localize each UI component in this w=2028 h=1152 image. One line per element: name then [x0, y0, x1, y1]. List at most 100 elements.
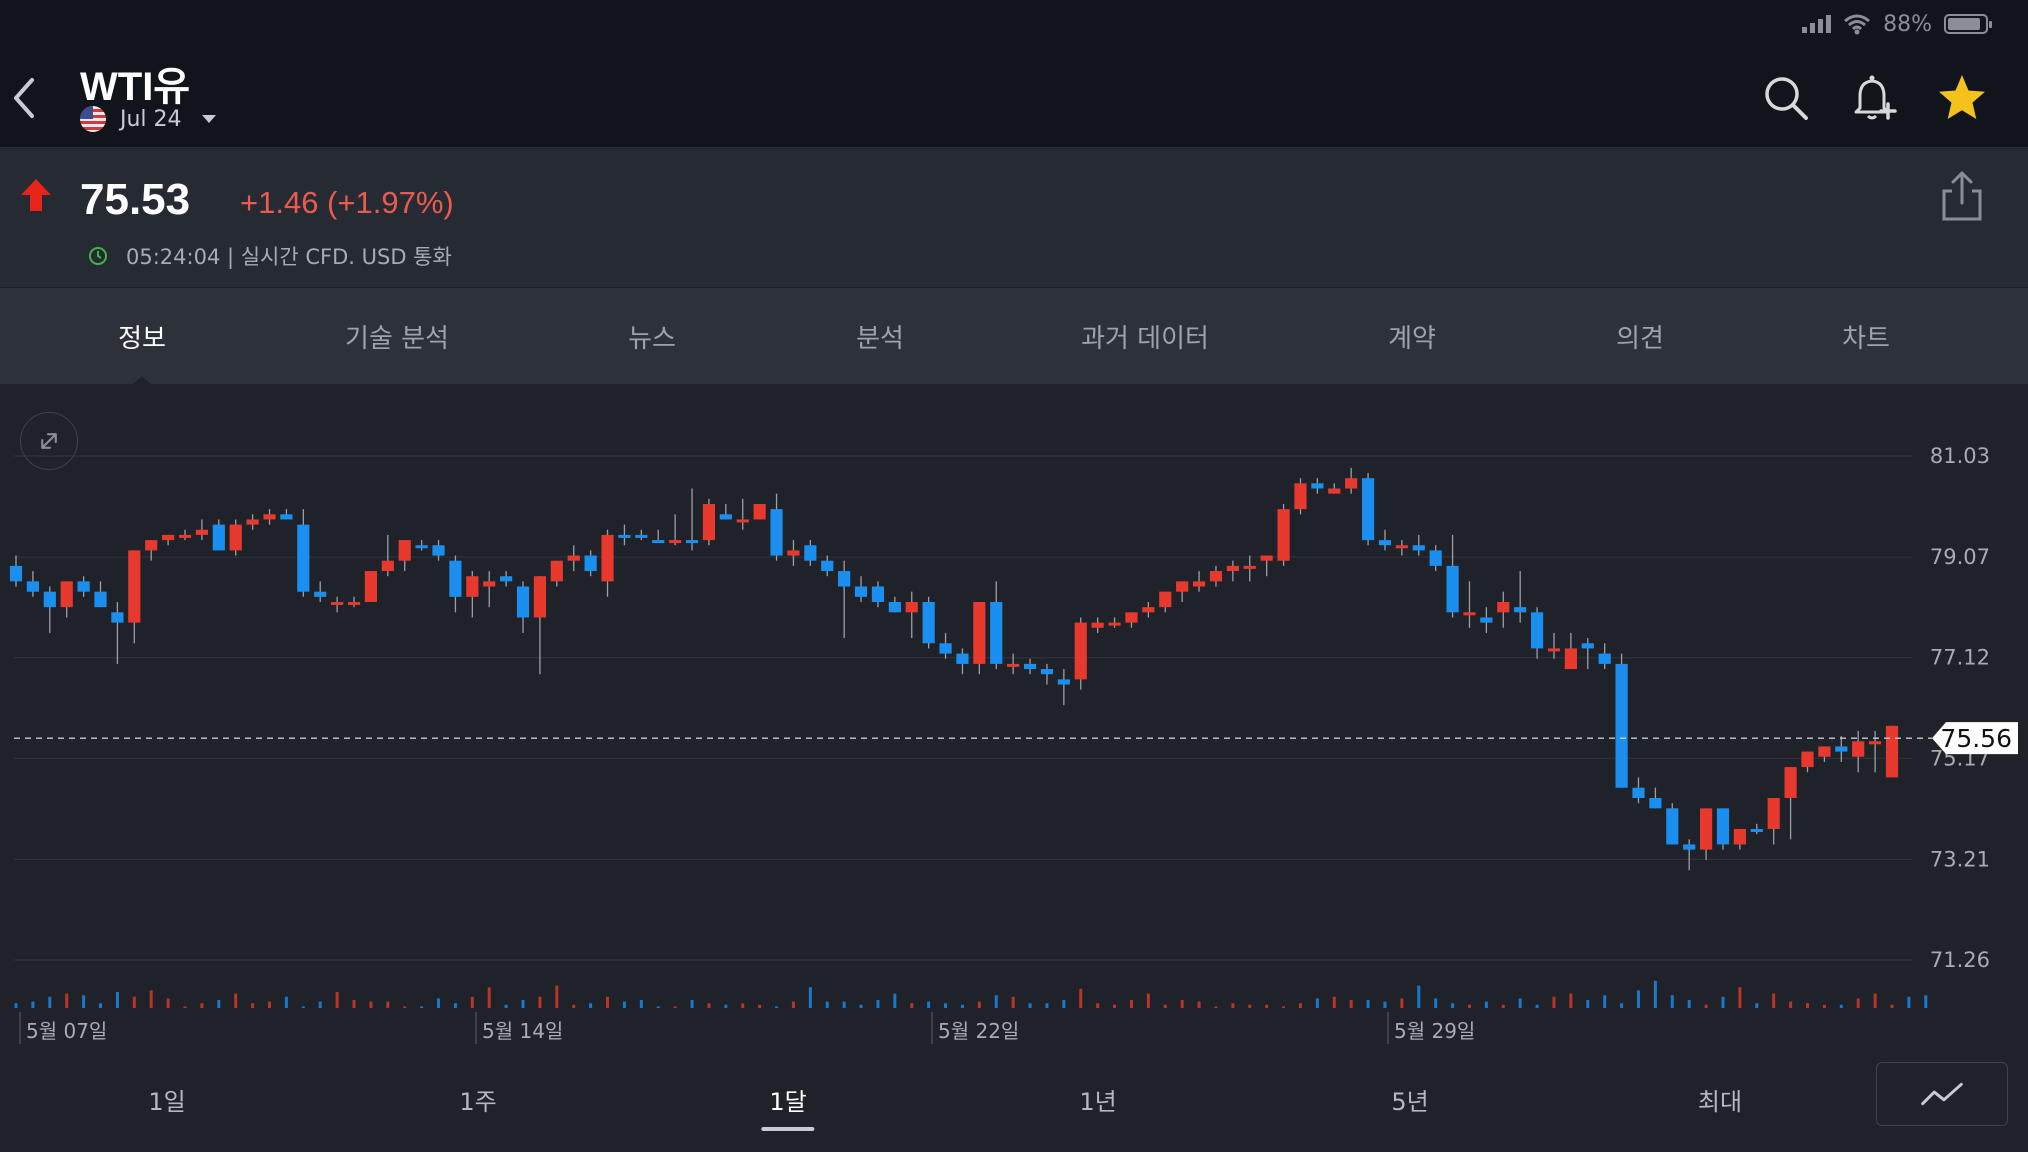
range-1w[interactable]: 1주: [459, 1088, 497, 1116]
candle-body: [77, 581, 90, 592]
volume-bar: [1096, 1003, 1100, 1008]
tab-historical-data[interactable]: 과거 데이터: [1081, 324, 1209, 354]
expand-icon[interactable]: [20, 412, 78, 470]
volume-bar: [1687, 1000, 1691, 1008]
tab-info[interactable]: 정보: [118, 324, 166, 354]
tab-contracts[interactable]: 계약: [1388, 324, 1436, 354]
candle-body: [1108, 622, 1121, 626]
range-1m[interactable]: 1달: [761, 1082, 816, 1131]
candle-body: [973, 601, 986, 664]
candle-body: [297, 524, 310, 592]
candle-body: [533, 576, 547, 618]
tab-news[interactable]: 뉴스: [628, 324, 676, 354]
chart-type-icon[interactable]: [1876, 1062, 2008, 1126]
volume-bar: [1636, 990, 1640, 1008]
tab-opinion[interactable]: 의견: [1616, 324, 1664, 354]
y-tick-label: 79.07: [1930, 545, 1990, 569]
range-5y[interactable]: 5년: [1391, 1088, 1429, 1116]
current-price-label-bg: [1932, 722, 2018, 755]
candle-body: [1767, 798, 1780, 829]
share-icon[interactable]: [1936, 169, 1988, 225]
range-max[interactable]: 최대: [1697, 1088, 1743, 1116]
volume-bar: [775, 1006, 779, 1008]
volume-bar: [622, 1001, 626, 1008]
candle-body: [1885, 725, 1899, 778]
candle-body: [1074, 622, 1087, 680]
volume-bar: [470, 996, 474, 1008]
price-chart[interactable]: 81.03 79.07 77.12 75.17 73.21 71.26 75.56 5월 07…: [0, 384, 2028, 1052]
candle-body: [500, 576, 513, 582]
volume-bar: [1535, 1004, 1539, 1008]
tab-bar: 정보 기술 분석 뉴스 분석 과거 데이터 계약 의견 차트: [0, 288, 2028, 385]
candle-body: [685, 540, 699, 544]
x-tick-label: 5월 07일: [26, 1019, 107, 1043]
tab-analysis[interactable]: 분석: [856, 324, 904, 354]
volume-bar: [1214, 1006, 1218, 1008]
candle-body: [1446, 565, 1459, 613]
volume-bar: [1315, 998, 1319, 1008]
candle-body: [1514, 607, 1527, 613]
volume-bar: [994, 995, 998, 1008]
candle-body: [246, 519, 259, 525]
volume-bar: [927, 1001, 931, 1008]
candle-body: [770, 509, 783, 556]
search-icon[interactable]: [1760, 72, 1812, 124]
candle-body: [381, 560, 394, 572]
candle-body: [145, 540, 158, 551]
volume-bar: [1467, 1004, 1471, 1008]
star-icon[interactable]: [1936, 72, 1988, 124]
volume-bar: [960, 1004, 964, 1008]
back-icon[interactable]: [6, 70, 46, 126]
range-selector: 1일 1주 1달 1년 5년 최대: [0, 1052, 2028, 1152]
candle-body: [618, 534, 631, 538]
range-1y[interactable]: 1년: [1079, 1088, 1117, 1116]
volume-bar: [1856, 998, 1860, 1008]
wifi-icon: [1844, 14, 1871, 35]
volume-bar: [1501, 1004, 1505, 1008]
candle-body: [905, 601, 918, 613]
candle-body: [1818, 746, 1831, 757]
y-tick-label: 73.21: [1930, 847, 1990, 871]
volume-bar: [369, 1001, 373, 1008]
volume-bar: [1704, 1004, 1708, 1008]
candle-body: [1869, 741, 1882, 745]
candle-body: [1835, 746, 1848, 752]
volume-bar: [808, 987, 812, 1008]
volume-bar: [555, 985, 559, 1008]
candle-body: [1057, 679, 1070, 685]
candle-body: [956, 653, 969, 664]
volume-bar: [48, 996, 52, 1008]
volume-bar: [200, 1003, 204, 1008]
volume-bar: [589, 1003, 593, 1008]
volume-bar: [149, 990, 153, 1008]
bell-plus-icon[interactable]: [1848, 72, 1900, 124]
volume-bar: [859, 1004, 863, 1008]
volume-bar: [893, 993, 897, 1008]
volume-bar: [1484, 1001, 1488, 1008]
volume-bar: [1907, 996, 1911, 1008]
candle-body: [1564, 648, 1577, 670]
volume-bar: [1265, 1004, 1269, 1008]
candle-body: [854, 586, 868, 597]
contract-selector[interactable]: Jul 24: [80, 106, 216, 132]
volume-bar: [1366, 1000, 1370, 1008]
us-flag-icon: [80, 106, 106, 132]
tab-technical[interactable]: 기술 분석: [345, 324, 449, 354]
volume-bar: [234, 993, 238, 1008]
volume-bar: [1011, 996, 1015, 1008]
volume-bar: [1349, 1000, 1353, 1008]
y-tick-label: 81.03: [1930, 444, 1990, 468]
volume-bar: [1653, 980, 1657, 1008]
volume-bar: [1298, 1003, 1302, 1008]
volume-bar: [437, 998, 441, 1008]
volume-bar: [284, 996, 288, 1008]
volume-bar: [1113, 1004, 1117, 1008]
volume-bar: [1146, 993, 1150, 1008]
range-1d[interactable]: 1일: [148, 1088, 186, 1116]
volume-bar: [639, 1000, 643, 1008]
candle-body: [1361, 478, 1375, 541]
candle-body: [1784, 767, 1797, 799]
candle-body: [1480, 617, 1493, 623]
tab-chart[interactable]: 차트: [1842, 324, 1890, 354]
